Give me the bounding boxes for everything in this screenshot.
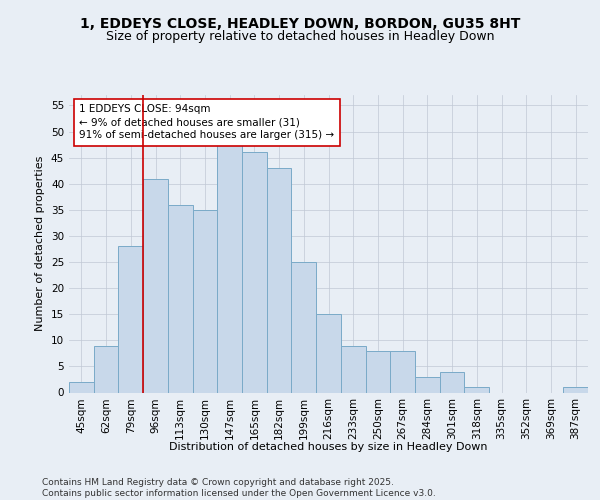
- Y-axis label: Number of detached properties: Number of detached properties: [35, 156, 46, 332]
- Bar: [440, 372, 464, 392]
- Bar: [464, 388, 489, 392]
- Bar: [242, 152, 267, 392]
- Bar: [316, 314, 341, 392]
- Bar: [415, 377, 440, 392]
- Bar: [69, 382, 94, 392]
- Bar: [94, 346, 118, 393]
- Bar: [390, 350, 415, 393]
- Bar: [563, 388, 588, 392]
- Bar: [292, 262, 316, 392]
- Text: Contains HM Land Registry data © Crown copyright and database right 2025.
Contai: Contains HM Land Registry data © Crown c…: [42, 478, 436, 498]
- Bar: [193, 210, 217, 392]
- Bar: [217, 132, 242, 392]
- Text: 1, EDDEYS CLOSE, HEADLEY DOWN, BORDON, GU35 8HT: 1, EDDEYS CLOSE, HEADLEY DOWN, BORDON, G…: [80, 18, 520, 32]
- Text: Size of property relative to detached houses in Headley Down: Size of property relative to detached ho…: [106, 30, 494, 43]
- Text: 1 EDDEYS CLOSE: 94sqm
← 9% of detached houses are smaller (31)
91% of semi-detac: 1 EDDEYS CLOSE: 94sqm ← 9% of detached h…: [79, 104, 335, 141]
- Bar: [168, 204, 193, 392]
- Bar: [341, 346, 365, 393]
- Bar: [267, 168, 292, 392]
- X-axis label: Distribution of detached houses by size in Headley Down: Distribution of detached houses by size …: [169, 442, 488, 452]
- Bar: [118, 246, 143, 392]
- Bar: [365, 350, 390, 393]
- Bar: [143, 178, 168, 392]
